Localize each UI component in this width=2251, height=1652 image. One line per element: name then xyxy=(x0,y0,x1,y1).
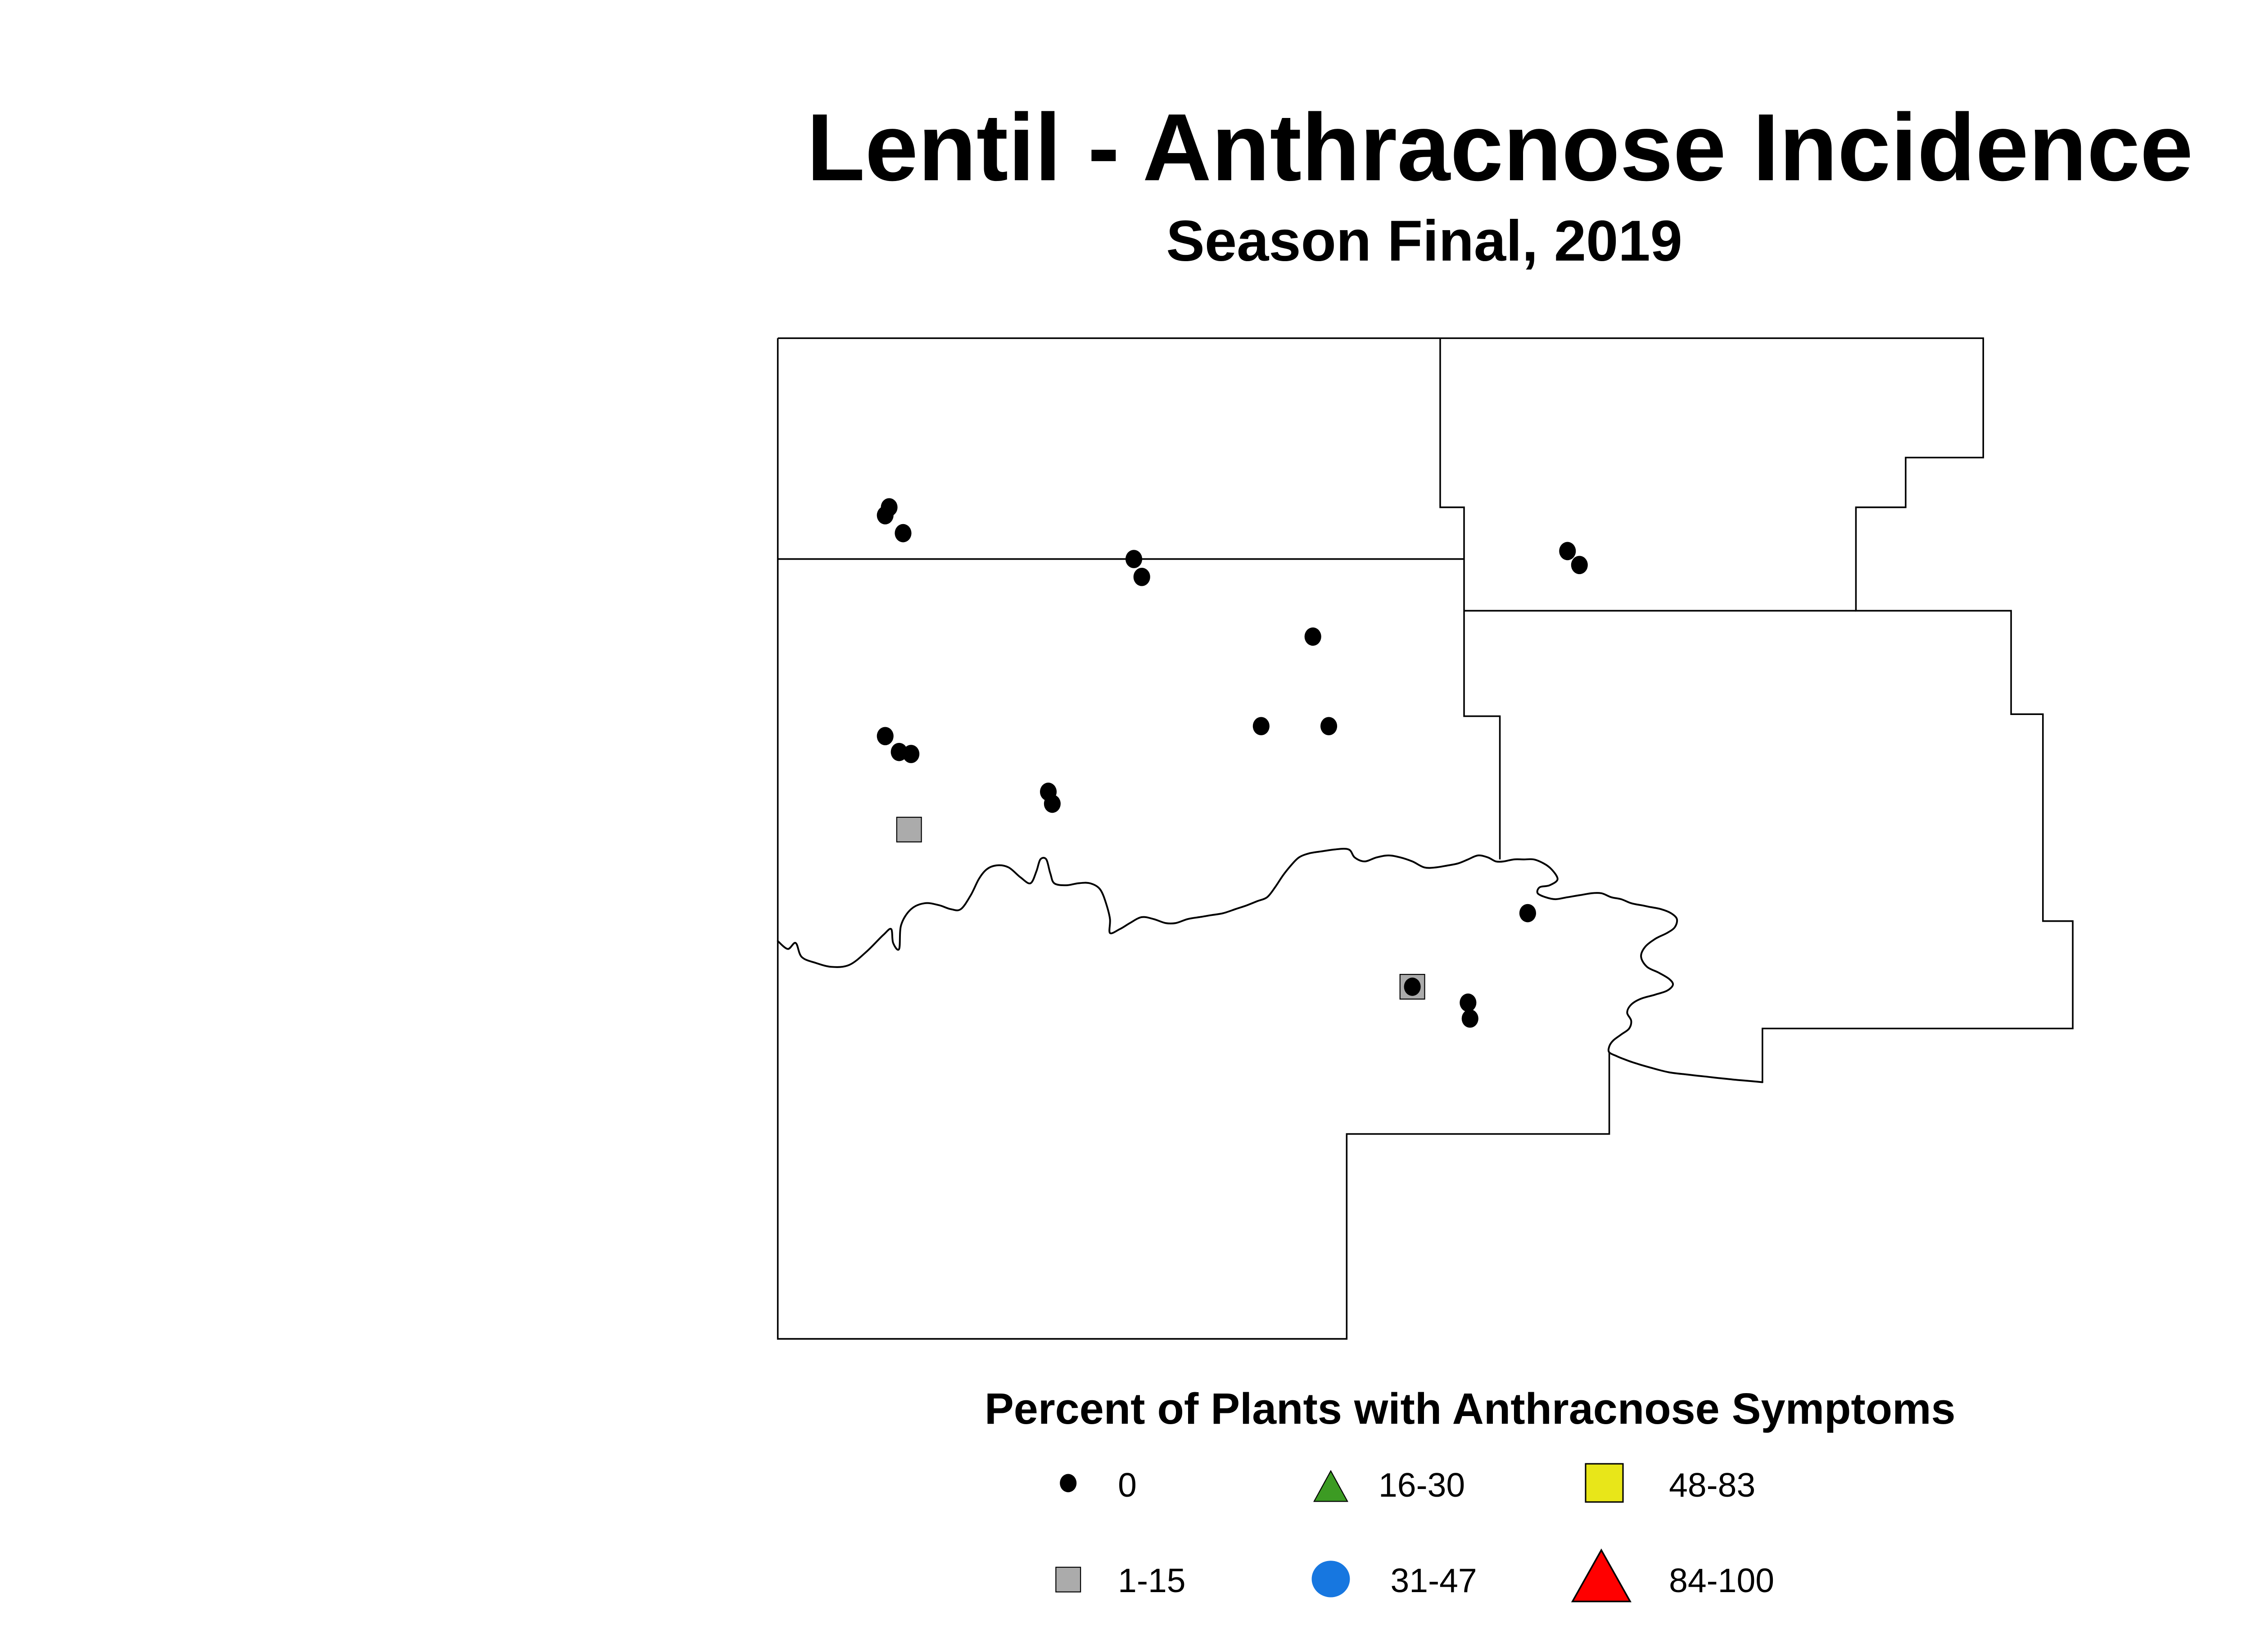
district-boundary-line xyxy=(1439,338,1501,860)
district-boundary-line xyxy=(777,338,1610,1340)
survey-site-dot-0 xyxy=(1461,1009,1478,1028)
chart-title: Lentil - Anthracnose Incidence xyxy=(807,94,2193,200)
legend-label-1-15: 1-15 xyxy=(1118,1561,1185,1599)
legend-label-31-47: 31-47 xyxy=(1391,1561,1477,1599)
chart-subtitle: Season Final, 2019 xyxy=(1166,209,1682,273)
district-boundary-line xyxy=(777,337,2074,1082)
legend-label-0: 0 xyxy=(1118,1466,1137,1504)
survey-site-dot-0 xyxy=(1304,627,1321,646)
survey-site-dot-0 xyxy=(1252,717,1270,736)
survey-site-dot-0 xyxy=(1460,993,1477,1012)
legend-yellow-square-icon xyxy=(1585,1463,1624,1503)
legend-green-triangle-icon xyxy=(1313,1470,1348,1502)
survey-site-dot-0 xyxy=(1125,550,1143,568)
survey-site-dot-0 xyxy=(903,745,920,763)
survey-site-dot-0 xyxy=(1044,794,1061,813)
survey-site-dot-0 xyxy=(895,524,912,543)
survey-site-dot-0 xyxy=(877,506,894,525)
legend-blue-circle-icon xyxy=(1311,1561,1350,1598)
legend-red-triangle-icon xyxy=(1571,1548,1632,1602)
survey-site-square-1-15 xyxy=(896,816,922,842)
river-boundary-line xyxy=(777,848,1763,1083)
legend-label-48-83: 48-83 xyxy=(1669,1466,1755,1504)
survey-site-dot-0 xyxy=(1133,567,1150,586)
legend: 0 1-15 16-30 31-47 48-83 84-100 xyxy=(1055,1463,1774,1602)
survey-site-dot-0 xyxy=(877,727,894,746)
legend-gray-square-icon xyxy=(1055,1566,1081,1593)
legend-title: Percent of Plants with Anthracnose Sympt… xyxy=(985,1384,1956,1433)
district-map xyxy=(777,337,2074,1340)
survey-site-dot-0 xyxy=(1404,978,1421,996)
survey-site-dot-0 xyxy=(1320,717,1338,736)
legend-black-dot-icon xyxy=(1060,1474,1077,1493)
legend-label-84-100: 84-100 xyxy=(1669,1561,1774,1599)
survey-site-dot-0 xyxy=(1559,542,1576,561)
survey-site-dot-0 xyxy=(1571,556,1588,575)
legend-label-16-30: 16-30 xyxy=(1379,1466,1465,1504)
survey-site-dot-0 xyxy=(1519,904,1536,923)
survey-points-layer xyxy=(877,498,1588,1028)
